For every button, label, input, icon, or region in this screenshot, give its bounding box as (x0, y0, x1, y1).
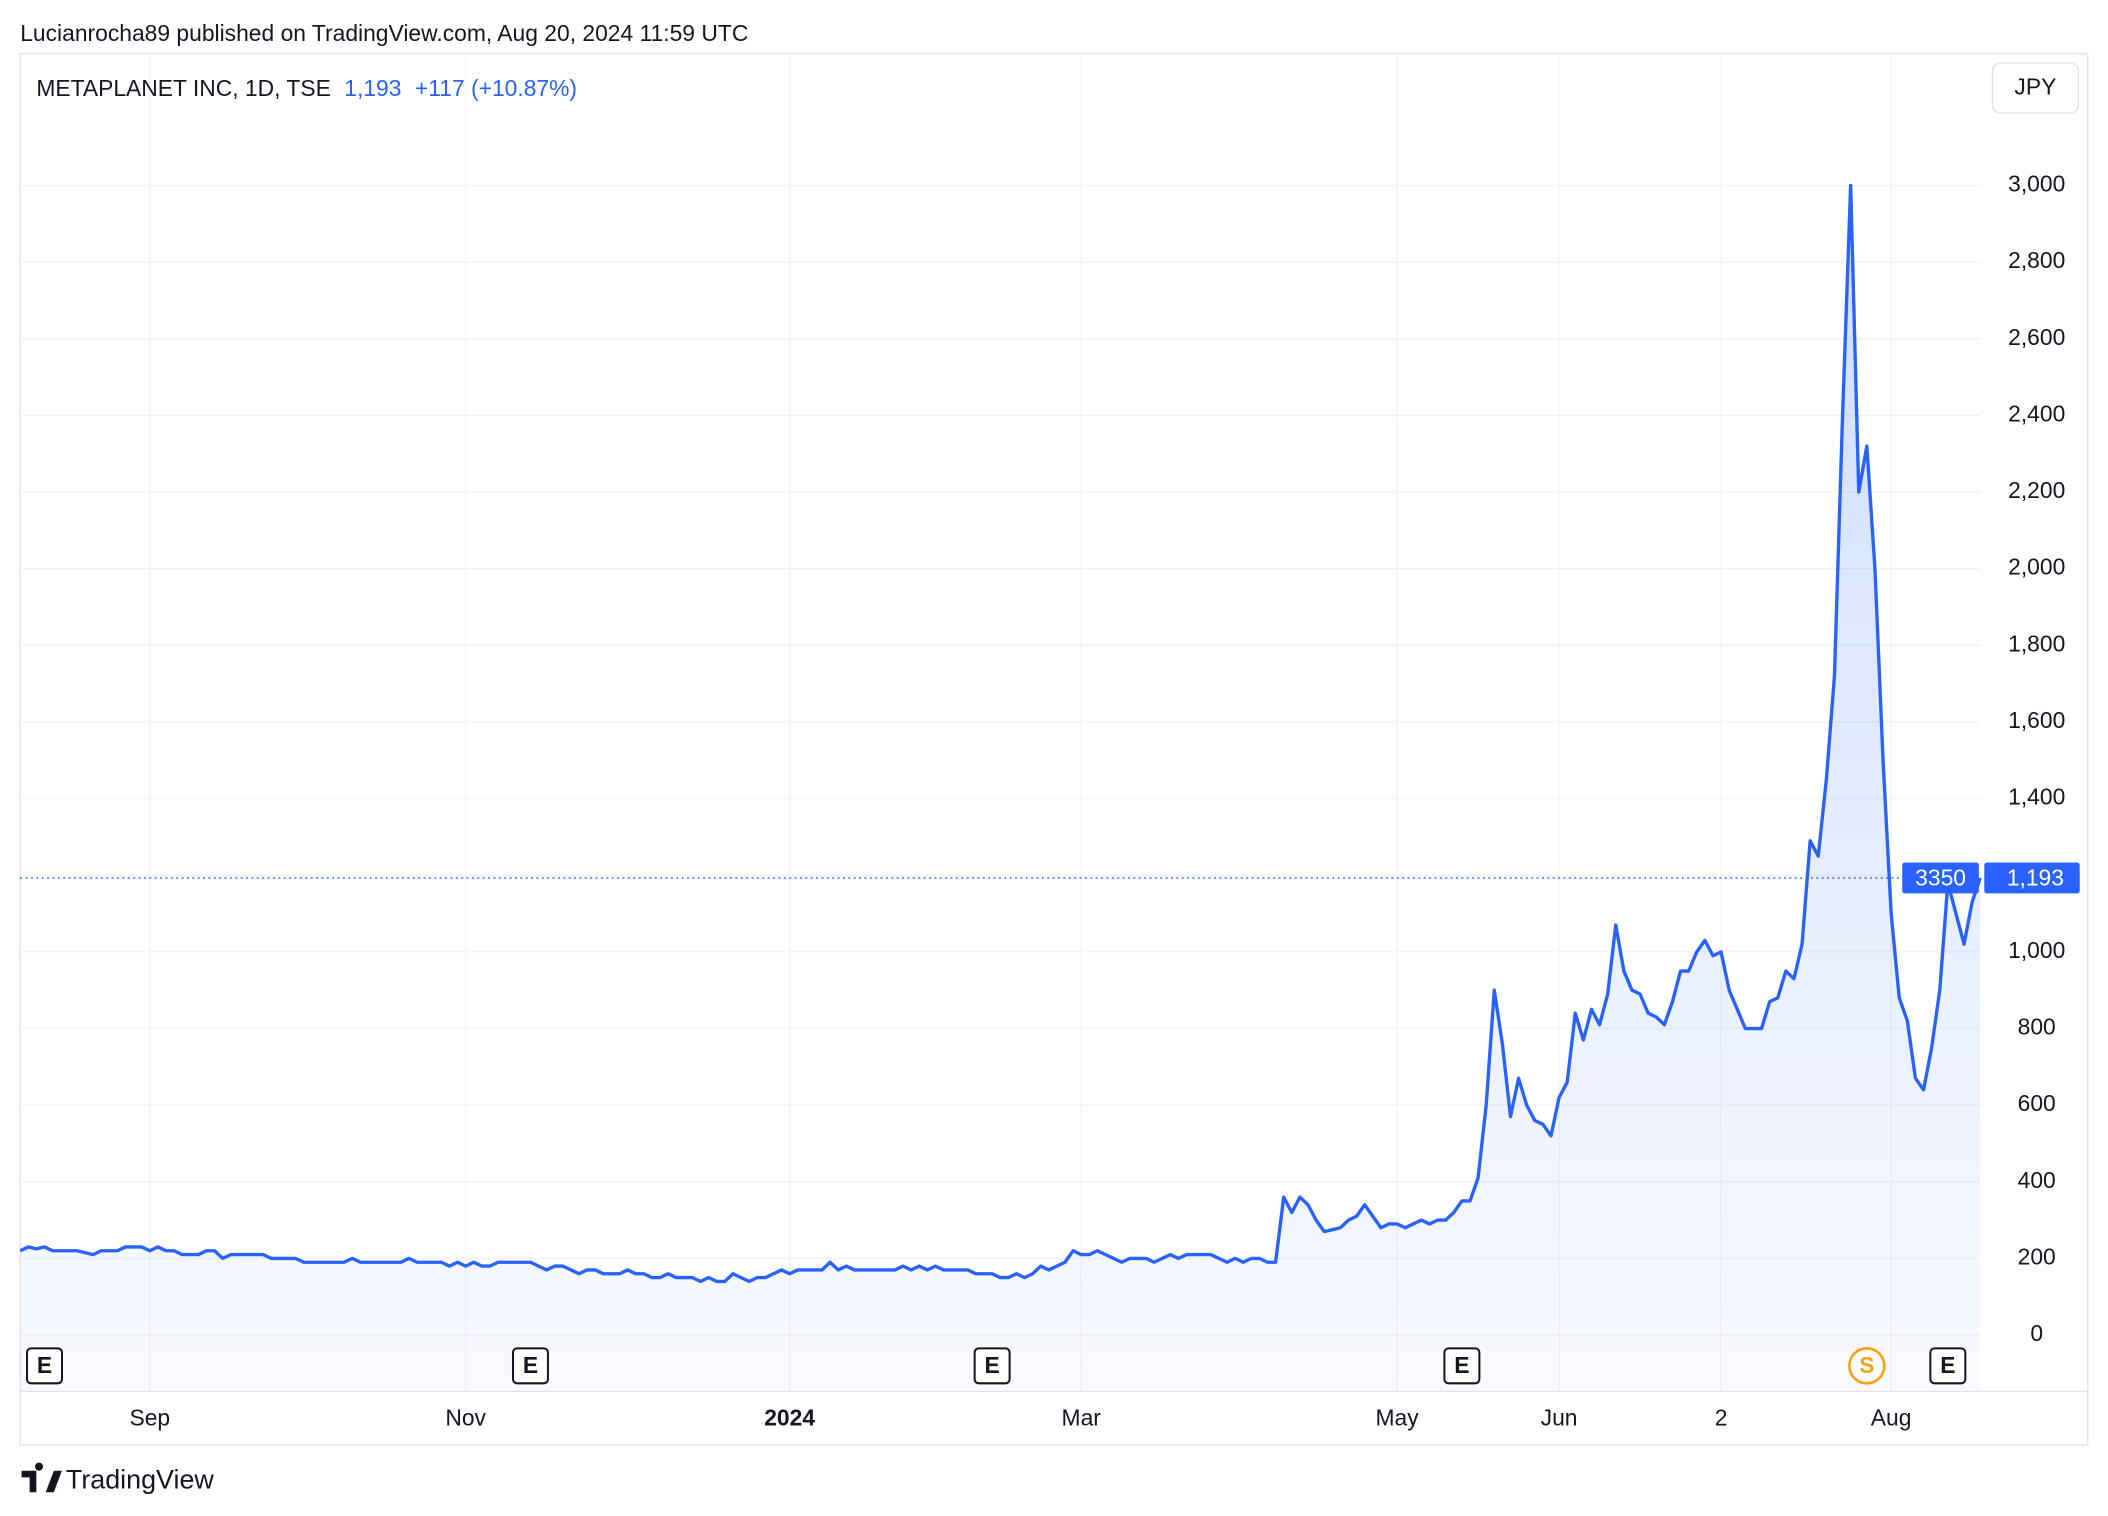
countdown-label: 3350 (1915, 864, 1966, 890)
brand-name: TradingView (66, 1465, 214, 1495)
x-tick-label: Sep (129, 1405, 170, 1431)
currency-label[interactable]: JPY (2014, 74, 2056, 100)
y-tick-label: 1,800 (2008, 630, 2065, 656)
event-marker (511, 1347, 549, 1385)
y-tick-label: 800 (2018, 1014, 2056, 1040)
y-tick-label: 200 (2018, 1243, 2056, 1269)
y-tick-label: 2,000 (2008, 554, 2065, 580)
event-marker (1929, 1347, 1967, 1385)
chart-frame (19, 53, 2089, 1446)
y-tick-label: 2,400 (2008, 400, 2065, 426)
currency-button[interactable] (1991, 62, 2080, 114)
event-marker (26, 1347, 63, 1385)
x-tick-label: Aug (1871, 1405, 1912, 1431)
event-label: E (37, 1352, 52, 1378)
y-tick-label: 0 (2030, 1320, 2043, 1346)
symbol-title: METAPLANET INC, 1D, TSE (36, 75, 331, 101)
y-tick-label: 2,600 (2008, 324, 2065, 350)
y-tick-label: 2,200 (2008, 477, 2065, 503)
price-change: +117 (+10.87%) (415, 75, 577, 101)
event-label: S (1859, 1352, 1874, 1378)
brand-logo (21, 1462, 62, 1493)
y-tick-label: 2,800 (2008, 247, 2065, 273)
event-label: E (523, 1352, 538, 1378)
x-tick-label: Jun (1541, 1405, 1578, 1431)
event-label: E (1454, 1352, 1469, 1378)
y-tick-label: 600 (2018, 1090, 2056, 1116)
event-label: E (1940, 1352, 1955, 1378)
y-tick-label: 400 (2018, 1167, 2056, 1193)
event-label: E (985, 1352, 1000, 1378)
last-price-axis-label: 1,193 (2007, 864, 2064, 890)
y-tick-label: 1,400 (2008, 784, 2065, 810)
event-marker (1443, 1347, 1481, 1385)
x-tick-label: Nov (445, 1405, 486, 1431)
last-price-box (1984, 862, 2080, 894)
y-tick-label: 1,600 (2008, 707, 2065, 733)
last-price: 1,193 (344, 75, 401, 101)
x-tick-label: Mar (1062, 1405, 1102, 1431)
area-fill (20, 185, 1981, 1392)
y-tick-label: 1,000 (2008, 937, 2065, 963)
x-tick-label: May (1376, 1405, 1420, 1431)
y-tick-label: 3,000 (2008, 171, 2065, 197)
x-tick-label: 2024 (764, 1405, 815, 1431)
price-line (19, 183, 1982, 1284)
countdown-box (1902, 862, 1979, 894)
x-tick-label: 2 (1715, 1405, 1728, 1431)
event-marker (973, 1347, 1011, 1385)
publisher-line: Lucianrocha89 published on TradingView.c… (20, 20, 748, 46)
event-marker (1848, 1347, 1886, 1385)
